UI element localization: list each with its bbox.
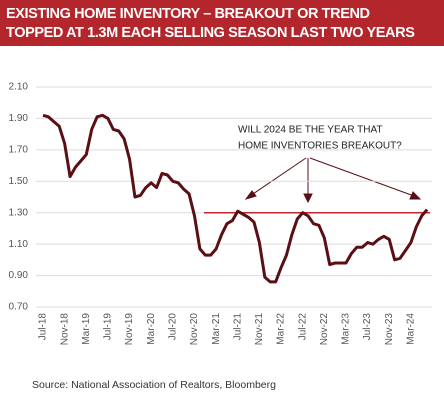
x-tick-label: Mar-24 xyxy=(406,313,417,345)
annotation-arrows xyxy=(244,157,422,204)
y-tick-label: 0.90 xyxy=(9,270,29,281)
x-tick-label: Jul-20 xyxy=(167,313,178,341)
source-note: Source: National Association of Realtors… xyxy=(32,379,276,391)
chart-title: EXISTING HOME INVENTORY – BREAKOUT OR TR… xyxy=(6,6,370,22)
x-tick-label: Jul-19 xyxy=(103,313,114,341)
y-tick-label: 0.70 xyxy=(9,302,29,313)
y-tick-label: 1.70 xyxy=(9,144,29,155)
chart-title: TOPPED AT 1.3M EACH SELLING SEASON LAST … xyxy=(6,25,415,41)
x-tick-label: Nov-21 xyxy=(254,313,265,346)
x-tick-label: Jul-18 xyxy=(38,313,49,341)
y-tick-label: 1.90 xyxy=(9,113,29,124)
y-tick-label: 1.10 xyxy=(9,239,29,250)
x-tick-label: Mar-20 xyxy=(146,313,157,345)
x-tick-label: Jul-21 xyxy=(232,313,243,341)
x-tick-label: Nov-20 xyxy=(189,313,200,346)
data-line xyxy=(42,113,429,284)
x-tick-label: Mar-19 xyxy=(81,313,92,345)
x-tick-label: Mar-22 xyxy=(276,313,287,345)
x-tick-label: Nov-22 xyxy=(319,313,330,346)
x-tick-label: Jul-23 xyxy=(362,313,373,341)
x-tick-label: Nov-19 xyxy=(124,313,135,346)
x-tick-label: Nov-18 xyxy=(59,313,70,346)
annotation: HOME INVENTORIES BREAKOUT? xyxy=(238,141,402,152)
title-bar xyxy=(0,0,444,46)
annotation: WILL 2024 BE THE YEAR THAT xyxy=(238,125,383,136)
y-tick-label: 2.10 xyxy=(9,82,29,93)
y-tick-label: 1.50 xyxy=(9,176,29,187)
x-tick-label: Mar-23 xyxy=(341,313,352,345)
x-tick-label: Mar-21 xyxy=(211,313,222,345)
x-tick-label: Nov-23 xyxy=(384,313,395,346)
x-tick-label: Jul-22 xyxy=(297,313,308,341)
y-tick-label: 1.30 xyxy=(9,207,29,218)
